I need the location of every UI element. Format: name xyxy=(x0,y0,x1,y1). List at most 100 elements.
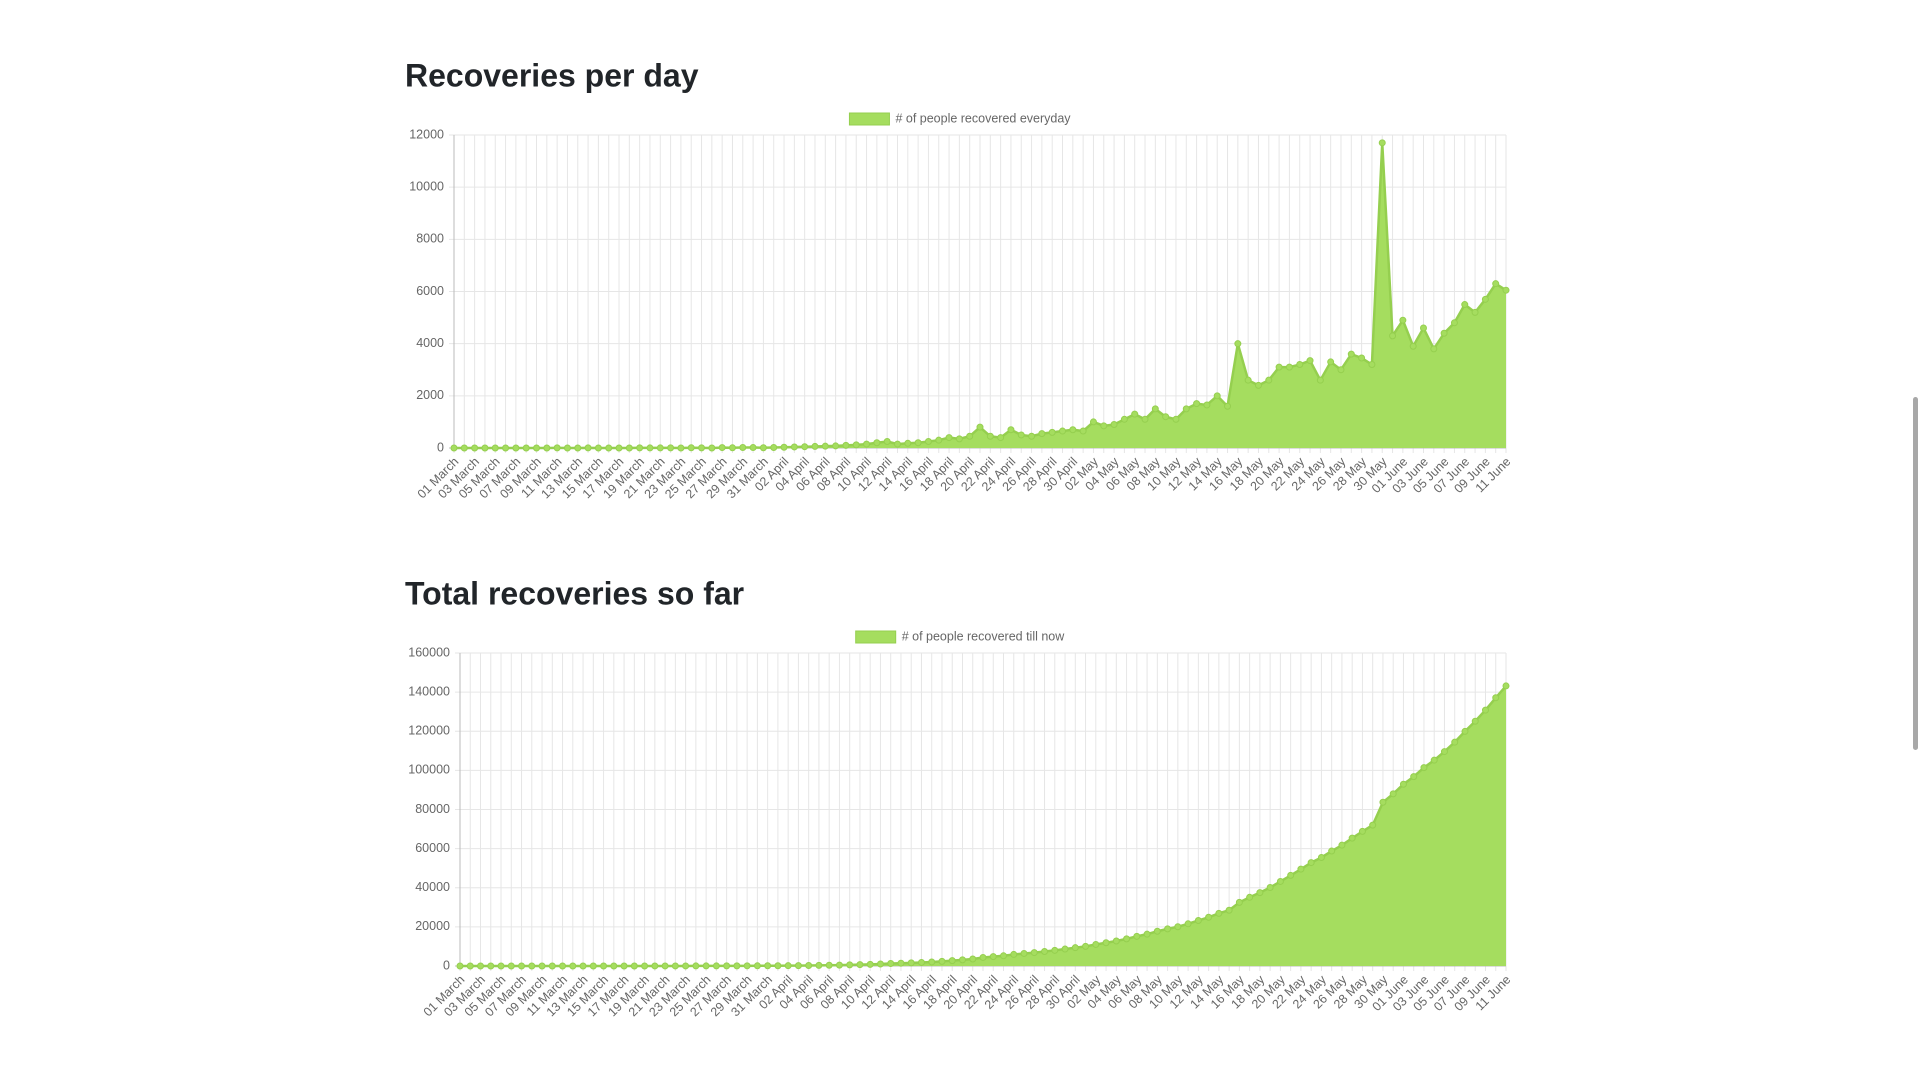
point xyxy=(1327,358,1335,366)
point xyxy=(1141,415,1149,423)
point xyxy=(600,962,608,970)
point xyxy=(1184,920,1192,928)
point xyxy=(682,962,690,970)
point xyxy=(1419,324,1427,332)
point xyxy=(1123,935,1131,943)
point xyxy=(1071,944,1079,952)
point xyxy=(753,962,761,970)
point xyxy=(687,444,695,452)
point xyxy=(1347,350,1355,358)
point xyxy=(876,960,884,968)
point xyxy=(507,962,515,970)
point xyxy=(605,444,613,452)
point xyxy=(1082,942,1090,950)
point xyxy=(832,442,840,450)
point xyxy=(1254,381,1262,389)
point xyxy=(1296,361,1304,369)
point xyxy=(815,961,823,969)
point xyxy=(1041,947,1049,955)
point xyxy=(692,962,700,970)
point xyxy=(1020,949,1028,957)
point xyxy=(805,961,813,969)
point xyxy=(1153,927,1161,935)
point xyxy=(846,961,854,969)
point xyxy=(825,961,833,969)
point xyxy=(1110,421,1118,429)
point xyxy=(897,959,905,967)
point xyxy=(1164,925,1172,933)
point xyxy=(615,444,623,452)
point xyxy=(1194,916,1202,924)
point xyxy=(553,444,561,452)
point xyxy=(1348,834,1356,842)
point xyxy=(1256,889,1264,897)
point xyxy=(1051,946,1059,954)
point xyxy=(749,444,757,452)
point xyxy=(1215,909,1223,917)
point xyxy=(718,444,726,452)
point xyxy=(548,962,556,970)
y-tick-label: 2000 xyxy=(416,388,444,402)
point xyxy=(1389,790,1397,798)
point xyxy=(1079,427,1087,435)
point xyxy=(589,962,597,970)
point xyxy=(594,444,602,452)
point xyxy=(1112,937,1120,945)
point xyxy=(712,962,720,970)
y-tick-label: 140000 xyxy=(408,684,450,698)
point xyxy=(1481,706,1489,714)
point xyxy=(1492,694,1500,702)
point xyxy=(708,444,716,452)
y-tick-label: 10000 xyxy=(409,179,444,193)
point xyxy=(1306,357,1314,365)
point xyxy=(1205,913,1213,921)
point xyxy=(1089,418,1097,426)
point xyxy=(1244,376,1252,384)
legend-swatch xyxy=(848,112,890,126)
chart-title: Total recoveries so far xyxy=(405,575,744,611)
y-tick-label: 160000 xyxy=(408,645,450,659)
point xyxy=(790,443,798,451)
point xyxy=(477,962,485,970)
y-tick-label: 80000 xyxy=(415,802,450,816)
point xyxy=(966,432,974,440)
point xyxy=(1000,952,1008,960)
point xyxy=(481,444,489,452)
point xyxy=(1368,361,1376,369)
point xyxy=(584,444,592,452)
point xyxy=(784,962,792,970)
y-tick-label: 12000 xyxy=(409,127,444,141)
point xyxy=(667,444,675,452)
point xyxy=(1143,930,1151,938)
point xyxy=(728,444,736,452)
point xyxy=(979,953,987,961)
area xyxy=(454,142,1506,448)
point xyxy=(698,444,706,452)
chart-title: Recoveries per day xyxy=(405,57,699,93)
point xyxy=(512,444,520,452)
point xyxy=(976,423,984,431)
scrollbar[interactable] xyxy=(1913,397,1918,750)
point xyxy=(863,440,871,448)
point xyxy=(1151,405,1159,413)
point xyxy=(1389,332,1397,340)
y-tick-label: 4000 xyxy=(416,336,444,350)
point xyxy=(739,443,747,451)
point xyxy=(733,962,741,970)
point xyxy=(1182,405,1190,413)
point xyxy=(835,961,843,969)
point xyxy=(842,441,850,449)
point xyxy=(1193,400,1201,408)
point xyxy=(522,444,530,452)
legend-label: # of people recovered everyday xyxy=(895,111,1071,125)
point xyxy=(1410,773,1418,781)
y-tick-label: 0 xyxy=(443,958,450,972)
point xyxy=(958,956,966,964)
point xyxy=(1316,376,1324,384)
point xyxy=(989,953,997,961)
point xyxy=(1409,342,1417,350)
point xyxy=(1461,301,1469,309)
point xyxy=(1369,821,1377,829)
area xyxy=(460,685,1506,966)
